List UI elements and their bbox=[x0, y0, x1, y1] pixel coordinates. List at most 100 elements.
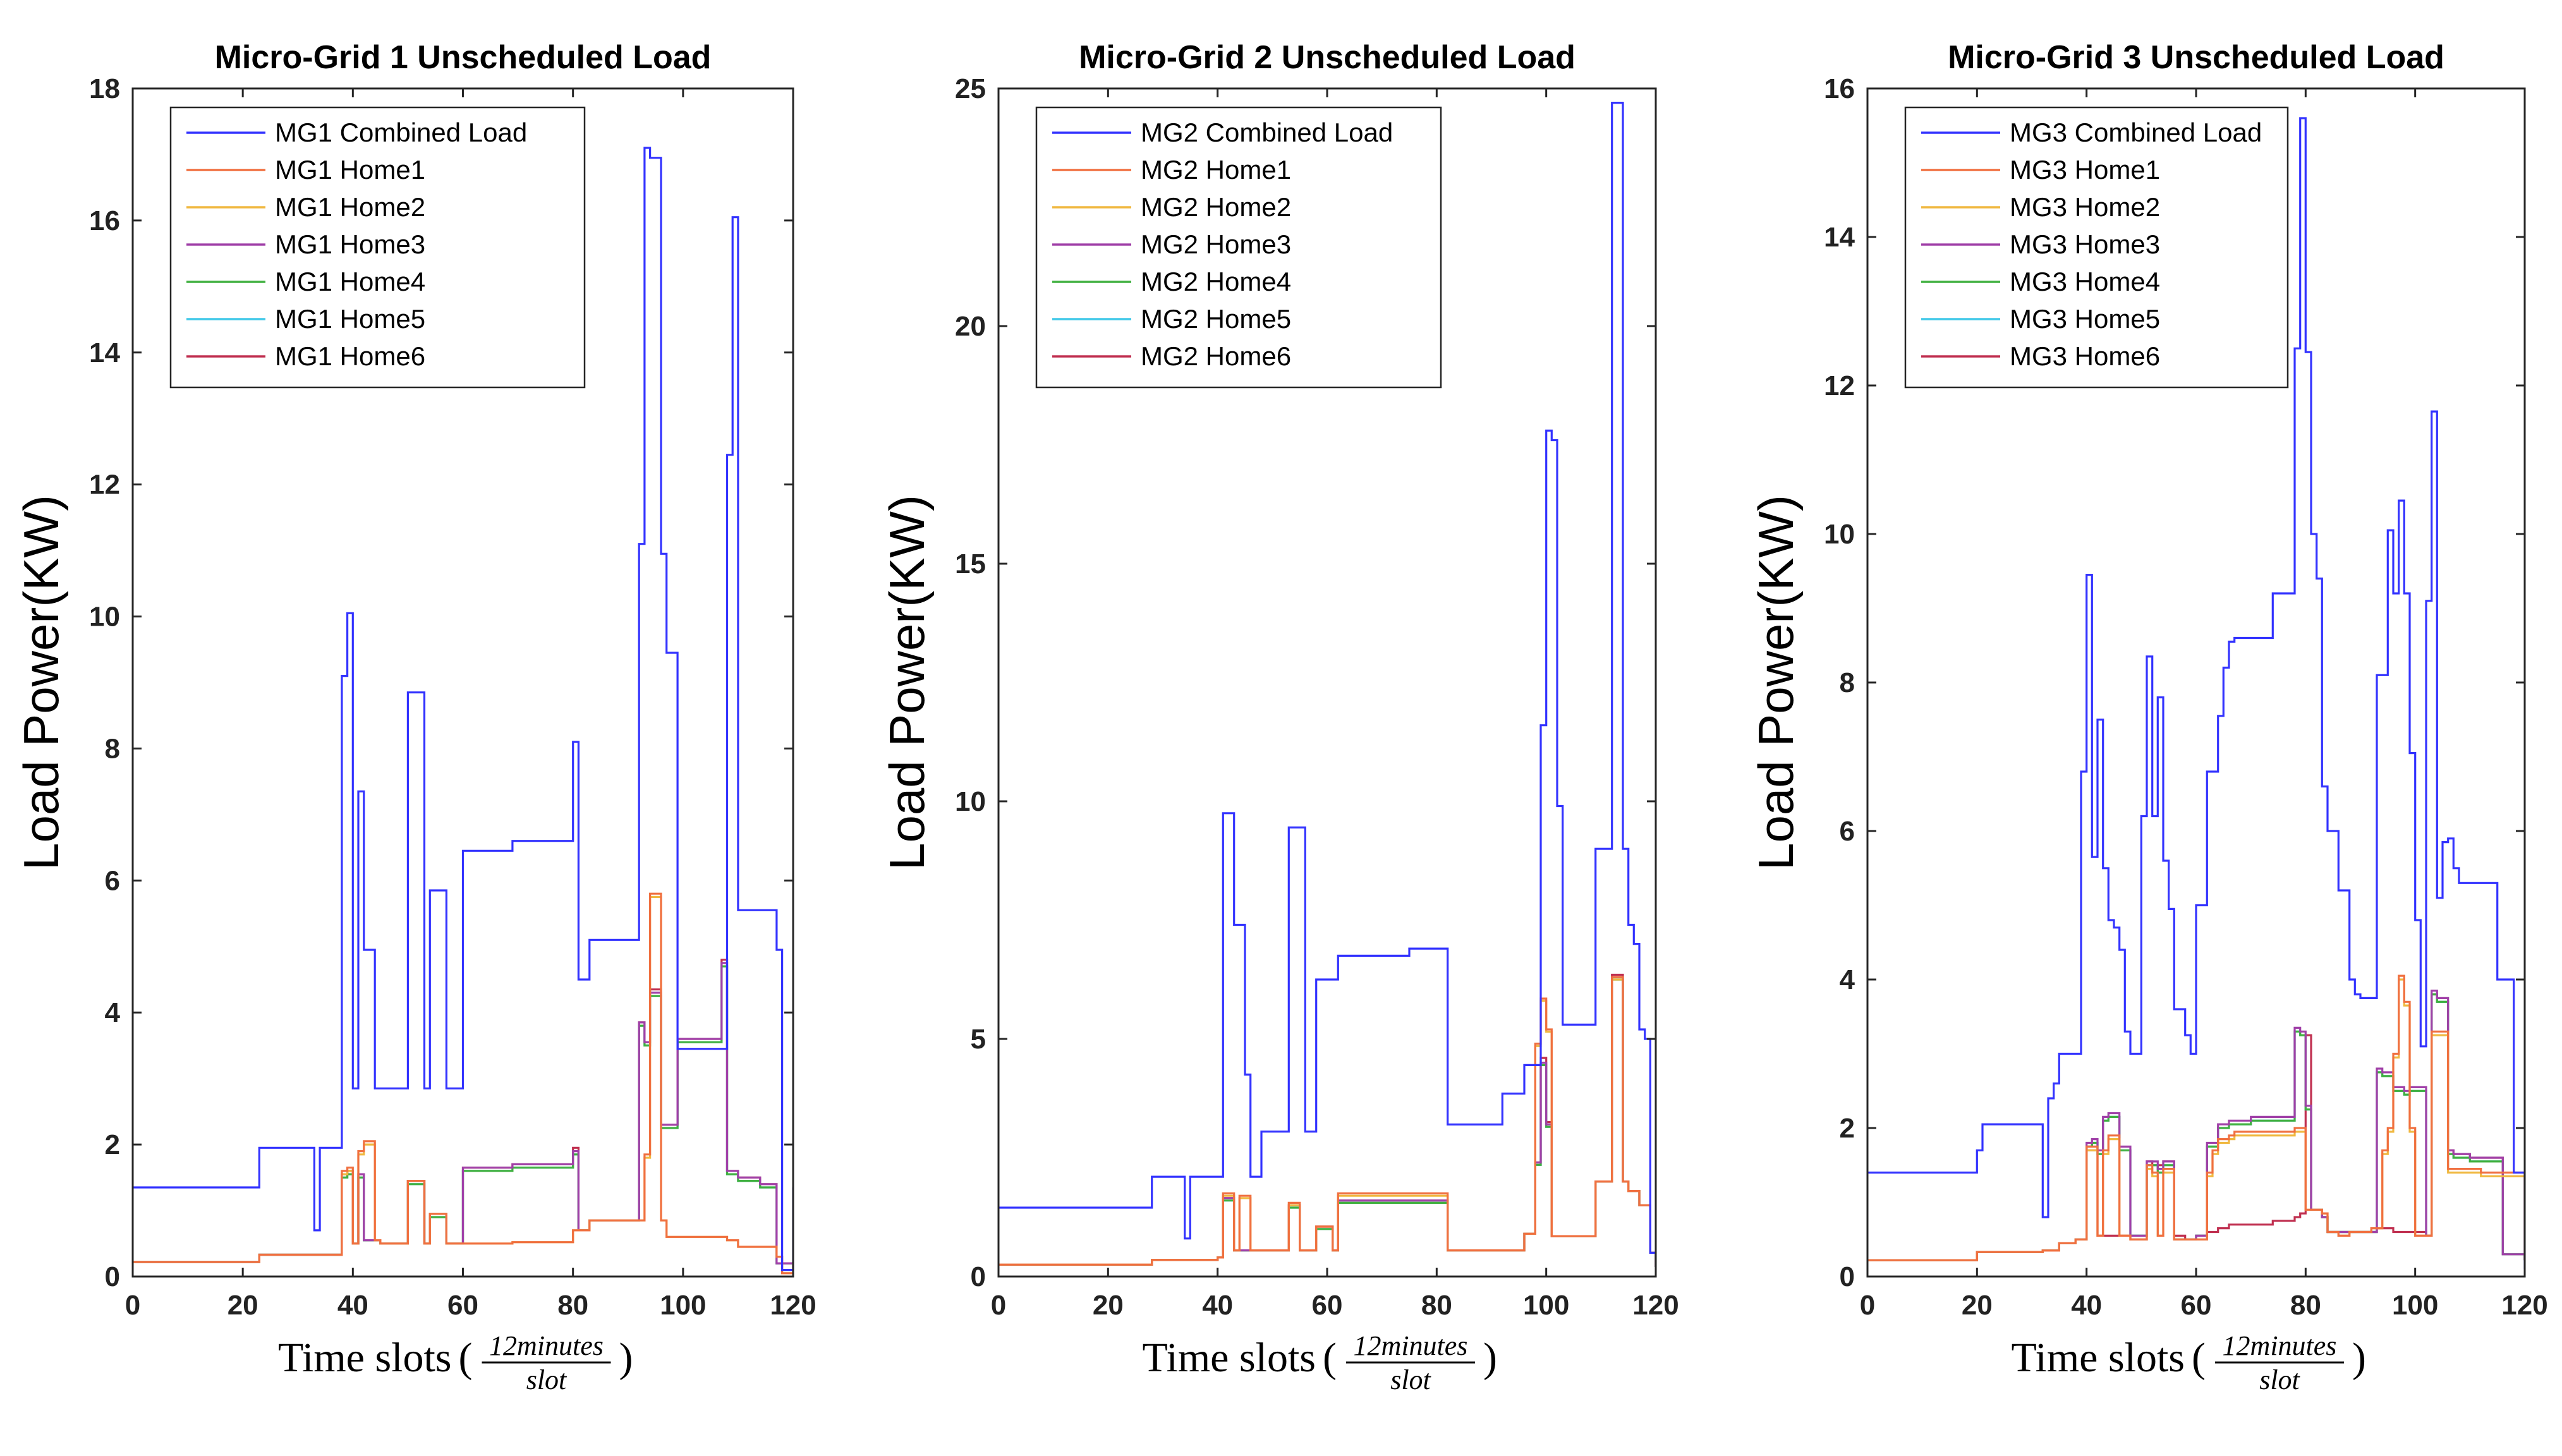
mg2-y-tick-label: 10 bbox=[955, 786, 986, 817]
mg3-y-tick-label: 10 bbox=[1824, 519, 1855, 550]
mg2-y-tick-label: 5 bbox=[971, 1024, 986, 1055]
mg1-y-axis-label: Load Power(KW) bbox=[13, 495, 69, 870]
mg3-legend-box bbox=[1904, 106, 2289, 389]
mg2-y-axis-label: Load Power(KW) bbox=[879, 495, 935, 870]
mg2-x-tick-label: 100 bbox=[1523, 1290, 1569, 1321]
mg2-x-tick-label: 40 bbox=[1202, 1290, 1233, 1321]
mg3-legend-label-mg3-home5: MG3 Home5 bbox=[2010, 304, 2160, 334]
mg1-y-tick-label: 12 bbox=[89, 470, 120, 500]
mg2-y-tick-label: 0 bbox=[971, 1261, 986, 1292]
mg1-x-tick-label: 60 bbox=[447, 1290, 478, 1321]
mg3-x-tick-label: 120 bbox=[2501, 1290, 2547, 1321]
mg2-y-tick-label: 25 bbox=[955, 73, 986, 104]
mg2-legend-label-mg2-home2: MG2 Home2 bbox=[1141, 192, 1291, 222]
mg3-x-tick-label: 0 bbox=[1860, 1290, 1875, 1321]
mg1-legend-label-mg1-combined-load: MG1 Combined Load bbox=[275, 118, 527, 147]
mg3-x-axis-label: Time slots ( 12minutes slot ) bbox=[2011, 1330, 2366, 1395]
mg1-y-tick-label: 18 bbox=[89, 73, 120, 104]
mg1-x-axis-label-denominator: slot bbox=[526, 1364, 568, 1395]
mg1-y-tick-label: 8 bbox=[105, 733, 120, 764]
mg1-x-axis-label-close-paren: ) bbox=[619, 1335, 633, 1381]
mg1-chart-title: Micro-Grid 1 Unscheduled Load bbox=[215, 39, 712, 76]
mg3-x-axis-label-close-paren: ) bbox=[2352, 1335, 2366, 1381]
mg3-x-tick-label: 60 bbox=[2181, 1290, 2212, 1321]
mg1-y-tick-label: 2 bbox=[105, 1129, 120, 1160]
mg3-x-axis-label-text: Time slots bbox=[2011, 1335, 2185, 1381]
mg2-x-axis-label-close-paren: ) bbox=[1483, 1335, 1497, 1381]
mg2-plot-area bbox=[999, 102, 1656, 1267]
mg2-legend-label-mg2-home6: MG2 Home6 bbox=[1141, 341, 1291, 371]
mg1-y-tick-label: 0 bbox=[105, 1261, 120, 1292]
mg3-x-axis-label-open-paren: ( bbox=[2192, 1335, 2206, 1381]
mg1-y-tick-label: 16 bbox=[89, 205, 120, 236]
mg2-x-axis-label-open-paren: ( bbox=[1323, 1335, 1337, 1381]
mg3-x-tick-label: 80 bbox=[2290, 1290, 2321, 1321]
mg1-x-tick-label: 0 bbox=[125, 1290, 140, 1321]
mg1-x-axis-label-text: Time slots bbox=[278, 1335, 452, 1381]
mg2-legend-label-mg2-home1: MG2 Home1 bbox=[1141, 155, 1291, 185]
mg3-chart-title: Micro-Grid 3 Unscheduled Load bbox=[1948, 39, 2444, 76]
mg1-x-axis-label: Time slots ( 12minutes slot ) bbox=[278, 1330, 633, 1395]
mg1-x-tick-label: 120 bbox=[770, 1290, 816, 1321]
mg3-y-tick-label: 8 bbox=[1840, 667, 1855, 698]
mg1-legend-box bbox=[169, 106, 586, 389]
mg3-x-tick-label: 100 bbox=[2392, 1290, 2438, 1321]
mg2-chart-title: Micro-Grid 2 Unscheduled Load bbox=[1079, 39, 1575, 76]
mg3-legend-label-mg3-home4: MG3 Home4 bbox=[2010, 267, 2160, 296]
mg1-x-tick-label: 80 bbox=[557, 1290, 588, 1321]
mg3-chart: Micro-Grid 3 Unscheduled Load Load Power… bbox=[1748, 39, 2548, 1395]
mg1-x-axis-label-numerator: 12minutes bbox=[489, 1330, 604, 1361]
mg3-x-axis-label-denominator: slot bbox=[2259, 1364, 2300, 1395]
mg1-series-mg1-home1-line bbox=[133, 892, 793, 1275]
mg1-legend-label-mg1-home5: MG1 Home5 bbox=[275, 304, 425, 334]
mg2-chart: Micro-Grid 2 Unscheduled Load Load Power… bbox=[879, 39, 1679, 1395]
mg3-series-mg3-combined-load-line bbox=[1867, 117, 2525, 1270]
mg2-legend-label-mg2-combined-load: MG2 Combined Load bbox=[1141, 118, 1393, 147]
mg3-legend: MG3 Combined Load MG3 Home1 MG3 Home2 MG3 H… bbox=[1904, 106, 2289, 389]
mg2-x-axis-label: Time slots ( 12minutes slot ) bbox=[1142, 1330, 1497, 1395]
mg3-y-tick-label: 0 bbox=[1840, 1261, 1855, 1292]
mg2-series-mg2-combined-load-line bbox=[999, 102, 1656, 1267]
mg2-series-mg2-home1-line bbox=[999, 976, 1656, 1267]
mg2-x-tick-label: 0 bbox=[991, 1290, 1006, 1321]
mg2-legend-box bbox=[1035, 106, 1442, 389]
mg1-legend-label-mg1-home4: MG1 Home4 bbox=[275, 267, 425, 296]
mg1-y-tick-label: 6 bbox=[105, 865, 120, 896]
mg2-x-tick-label: 60 bbox=[1312, 1290, 1343, 1321]
mg3-y-tick-label: 6 bbox=[1840, 816, 1855, 847]
mg3-x-tick-label: 20 bbox=[1962, 1290, 1993, 1321]
mg3-legend-label-mg3-home3: MG3 Home3 bbox=[2010, 229, 2160, 259]
mg1-y-tick-label: 10 bbox=[89, 602, 120, 633]
mg1-plot-area bbox=[133, 147, 793, 1275]
mg3-y-axis-label: Load Power(KW) bbox=[1748, 495, 1804, 870]
mg1-y-tick-label: 4 bbox=[105, 997, 121, 1028]
mg2-legend-label-mg2-home4: MG2 Home4 bbox=[1141, 267, 1291, 296]
mg3-y-tick-label: 12 bbox=[1824, 370, 1855, 401]
mg1-legend-label-mg1-home2: MG1 Home2 bbox=[275, 192, 425, 222]
mg1-y-tick-label: 14 bbox=[89, 337, 120, 368]
mg2-legend-label-mg2-home3: MG2 Home3 bbox=[1141, 229, 1291, 259]
mg3-legend-label-mg3-combined-load: MG3 Combined Load bbox=[2010, 118, 2262, 147]
mg2-x-axis-label-text: Time slots bbox=[1142, 1335, 1316, 1381]
mg1-x-tick-label: 40 bbox=[337, 1290, 368, 1321]
mg3-series-mg3-home2-line bbox=[1867, 978, 2525, 1261]
mg3-legend-label-mg3-home6: MG3 Home6 bbox=[2010, 341, 2160, 371]
mg3-legend-label-mg3-home2: MG3 Home2 bbox=[2010, 192, 2160, 222]
mg1-x-tick-label: 100 bbox=[660, 1290, 706, 1321]
mg1-legend-label-mg1-home6: MG1 Home6 bbox=[275, 341, 425, 371]
mg2-legend: MG2 Combined Load MG2 Home1 MG2 Home2 MG2 H… bbox=[1035, 106, 1442, 389]
mg1-legend-label-mg1-home3: MG1 Home3 bbox=[275, 229, 425, 259]
mg3-plot-area bbox=[1867, 117, 2525, 1270]
mg1-series-mg1-combined-load-line bbox=[133, 147, 793, 1271]
mg2-legend-label-mg2-home5: MG2 Home5 bbox=[1141, 304, 1291, 334]
mg3-y-tick-label: 4 bbox=[1840, 964, 1855, 995]
mg1-chart: Micro-Grid 1 Unscheduled Load Load Power… bbox=[13, 39, 817, 1395]
mg3-legend-label-mg3-home1: MG3 Home1 bbox=[2010, 155, 2160, 185]
mg3-series-mg3-home1-line bbox=[1867, 974, 2525, 1261]
mg1-legend: MG1 Combined Load MG1 Home1 MG1 Home2 MG1 H… bbox=[169, 106, 586, 389]
mg3-x-tick-label: 40 bbox=[2071, 1290, 2102, 1321]
mg2-x-tick-label: 20 bbox=[1093, 1290, 1124, 1321]
mg2-y-tick-label: 20 bbox=[955, 311, 986, 342]
mg3-x-axis-label-numerator: 12minutes bbox=[2223, 1330, 2337, 1361]
